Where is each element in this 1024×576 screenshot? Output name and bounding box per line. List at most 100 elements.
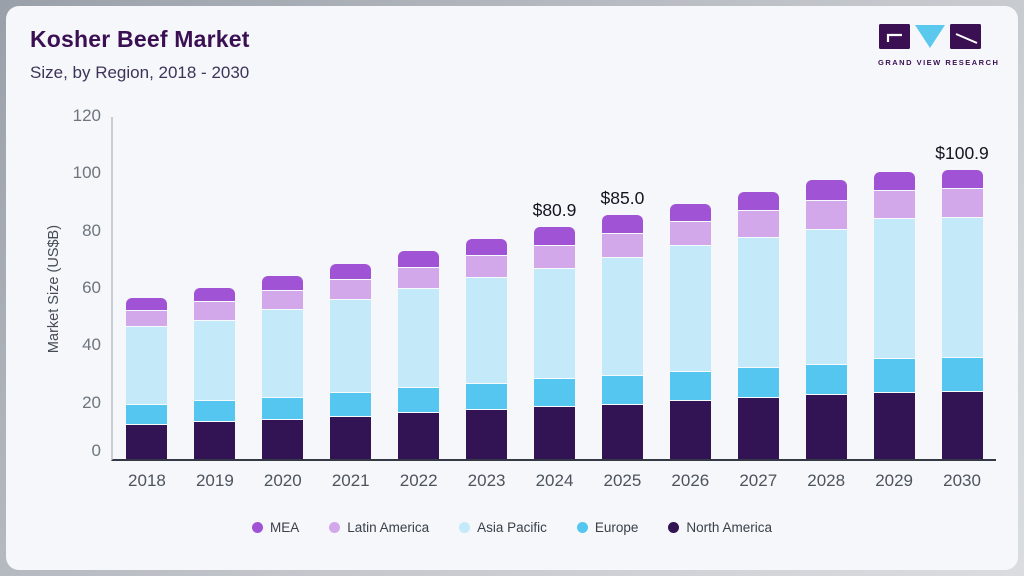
- bar-segment-europe: [941, 356, 983, 392]
- x-tick-label: 2028: [807, 471, 846, 490]
- bar-segment-europe: [601, 374, 643, 404]
- bar-segment-latin-america: [805, 200, 847, 230]
- y-axis-title: Market Size (US$B): [46, 224, 62, 354]
- bar-slot: [385, 117, 453, 459]
- bar-segment-asia-pacific: [194, 319, 236, 401]
- x-tick-label: 2026: [671, 471, 710, 490]
- legend-swatch-icon: [329, 522, 341, 533]
- legend-item-europe: Europe: [576, 520, 639, 535]
- bar-segment-latin-america: [262, 289, 304, 310]
- bar-segment-asia-pacific: [805, 229, 847, 364]
- bar-segment-latin-america: [669, 221, 711, 246]
- bar-segment-europe: [466, 382, 508, 409]
- bar-segment-latin-america: [194, 300, 236, 320]
- plot-area: $80.9 $85.0 $100.9: [111, 117, 996, 461]
- bar-segment-mea: [873, 172, 915, 191]
- bar-segment-mea: [737, 192, 779, 211]
- chart-area: Market Size (US$B) 0 20 40 60 80 100 120 $80.9…: [30, 106, 996, 463]
- bar-segment-asia-pacific: [601, 256, 643, 375]
- bar-segment-mea: [533, 227, 575, 245]
- bar-segment-mea: [126, 297, 168, 310]
- bar-segment-europe: [330, 391, 372, 416]
- bar-segment-north-america: [601, 403, 643, 459]
- x-axis: 2018 2019 2020 2021 2022 2023 2024 2025 2026 2027…: [113, 471, 996, 491]
- stacked-bar-2024: $80.9: [533, 200, 576, 459]
- logo-wordmark: GRAND VIEW RESEARCH: [878, 58, 1000, 67]
- bar-segment-europe: [533, 378, 575, 406]
- bar-segment-mea: [941, 169, 983, 189]
- legend-item-north-america: North America: [668, 520, 772, 535]
- grand-view-research-logo: GRAND VIEW RESEARCH: [878, 22, 1000, 67]
- bar-slot: [724, 117, 792, 459]
- y-tick-label: 0: [91, 441, 101, 460]
- bar-segment-asia-pacific: [873, 218, 915, 359]
- x-tick-label: 2021: [331, 471, 370, 490]
- bar-segment-north-america: [330, 415, 372, 459]
- bar-segment-latin-america: [873, 190, 915, 219]
- bar-segment-europe: [805, 363, 847, 395]
- stacked-bar-2029: [873, 172, 915, 459]
- bar-segment-europe: [398, 386, 440, 412]
- bar-segment-latin-america: [466, 255, 508, 277]
- bar-segment-asia-pacific: [669, 245, 711, 371]
- legend-swatch-icon: [252, 522, 264, 533]
- x-tick-label: 2025: [603, 471, 642, 490]
- x-tick-label: 2022: [399, 471, 438, 490]
- bar-segment-asia-pacific: [941, 216, 983, 357]
- stacked-bar-2027: [737, 192, 779, 459]
- gvr-logo-icon: [879, 24, 981, 49]
- bar-segment-north-america: [194, 420, 236, 459]
- bar-segment-europe: [737, 366, 779, 397]
- x-tick-label: 2029: [875, 471, 914, 490]
- bar-segment-mea: [330, 263, 372, 279]
- bar-segment-latin-america: [330, 278, 372, 299]
- bar-segment-mea: [601, 215, 643, 233]
- bar-segment-north-america: [533, 405, 575, 459]
- bar-slot: $80.9: [521, 117, 589, 459]
- bar-segment-europe: [194, 400, 236, 421]
- bar-segment-asia-pacific: [533, 268, 575, 379]
- bar-segment-north-america: [398, 411, 440, 459]
- legend-label: Europe: [594, 520, 639, 535]
- x-tick-label: 2020: [263, 471, 302, 490]
- y-tick-label: 100: [72, 163, 101, 183]
- bar-segment-mea: [398, 250, 440, 267]
- bar-segment-north-america: [737, 396, 779, 459]
- legend-item-latin-america: Latin America: [329, 520, 429, 535]
- stacked-bar-2028: [805, 180, 847, 459]
- bar-slot: [249, 117, 317, 459]
- legend-label: North America: [686, 520, 772, 535]
- x-tick-label: 2018: [128, 471, 166, 490]
- chart-legend: MEA Latin America Asia Pacific Europe North …: [6, 520, 1018, 535]
- page-subtitle: Size, by Region, 2018 - 2030: [30, 63, 250, 82]
- bar-segment-north-america: [873, 391, 915, 459]
- bar-segment-mea: [466, 238, 508, 256]
- bar-segment-latin-america: [941, 188, 983, 217]
- page-title: Kosher Beef Market: [30, 26, 250, 52]
- bar-segment-asia-pacific: [330, 298, 372, 392]
- bar-segment-north-america: [669, 399, 711, 459]
- bar-slot: [792, 117, 860, 459]
- bar-slot: [181, 117, 249, 459]
- bar-segment-europe: [873, 358, 915, 392]
- bar-segment-north-america: [941, 391, 983, 459]
- x-tick-label: 2024: [535, 471, 574, 490]
- bar-segment-latin-america: [126, 309, 168, 326]
- bar-value-label: $80.9: [532, 200, 577, 221]
- bar-segment-mea: [669, 204, 711, 222]
- y-tick-label: 20: [82, 392, 101, 412]
- stacked-bar-2018: [126, 297, 168, 459]
- bar-segment-north-america: [262, 418, 304, 459]
- bar-segment-europe: [669, 370, 711, 400]
- y-tick-label: 120: [72, 106, 101, 125]
- legend-swatch-icon: [668, 522, 680, 533]
- bar-segment-latin-america: [533, 244, 575, 269]
- stacked-bar-2026: [669, 204, 711, 459]
- legend-swatch-icon: [576, 522, 588, 533]
- bar-slot: $100.9: [928, 117, 996, 459]
- stacked-bar-2022: [398, 250, 440, 459]
- bar-slot: [860, 117, 928, 459]
- bar-slot: $85.0: [588, 117, 656, 459]
- bar-segment-europe: [262, 396, 304, 419]
